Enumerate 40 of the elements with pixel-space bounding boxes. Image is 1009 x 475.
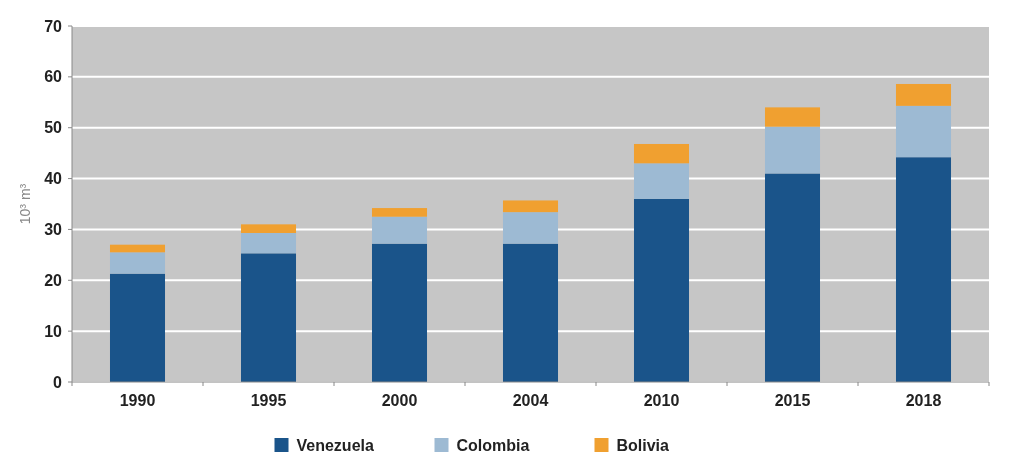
bar — [633, 198, 690, 382]
y-tick-label: 20 — [44, 271, 63, 289]
bar — [502, 200, 559, 213]
x-tick-label: 2015 — [774, 392, 811, 409]
bar — [371, 216, 428, 244]
bar — [502, 243, 559, 382]
bar — [633, 143, 690, 164]
bar — [764, 126, 821, 174]
bar — [109, 273, 166, 382]
y-tick-label: 70 — [44, 17, 63, 35]
y-tick-label: 10 — [44, 322, 63, 340]
bar — [109, 252, 166, 274]
bar — [895, 157, 952, 382]
y-tick-label: 40 — [44, 170, 63, 188]
bar — [895, 83, 952, 106]
y-tick-label: 60 — [44, 68, 63, 86]
y-tick-label: 0 — [53, 373, 63, 391]
y-tick-label: 30 — [44, 221, 63, 239]
x-tick-label: 2018 — [905, 392, 942, 409]
legend-label: Venezuela — [296, 436, 374, 454]
bar — [502, 212, 559, 244]
bar — [109, 244, 166, 253]
x-tick-label: 1995 — [250, 392, 287, 409]
x-tick-label: 2000 — [381, 392, 418, 409]
bar — [240, 232, 297, 254]
x-tick-label: 2004 — [512, 392, 549, 409]
y-tick-label: 50 — [44, 119, 63, 137]
x-tick-label: 2010 — [643, 392, 680, 409]
bar — [240, 224, 297, 233]
y-axis-title: 10³ m³ — [17, 183, 33, 225]
bar — [633, 163, 690, 199]
bar — [764, 173, 821, 382]
bar — [764, 107, 821, 127]
bar — [895, 105, 952, 158]
x-tick-label: 1990 — [119, 392, 156, 409]
bar — [240, 253, 297, 382]
bar — [371, 208, 428, 217]
bar — [371, 243, 428, 382]
legend-label: Colombia — [456, 436, 530, 454]
legend-label: Bolivia — [616, 436, 670, 454]
